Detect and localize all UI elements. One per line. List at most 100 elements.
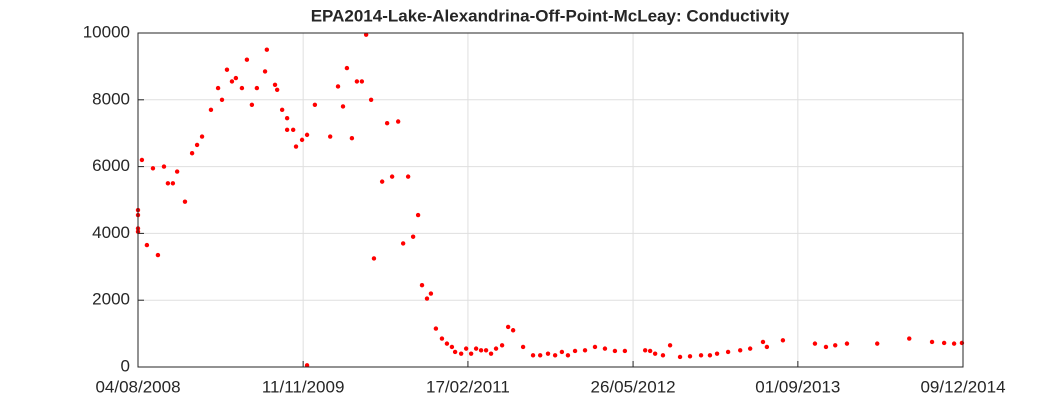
data-point	[428, 291, 434, 296]
data-point	[660, 353, 666, 358]
data-point	[707, 353, 713, 358]
data-point	[458, 351, 464, 356]
data-point	[602, 346, 608, 351]
data-point	[572, 348, 578, 354]
data-point	[951, 341, 957, 346]
data-point	[410, 234, 416, 239]
data-point	[844, 341, 850, 346]
data-point	[349, 136, 355, 141]
data-point	[823, 344, 829, 350]
data-point	[139, 157, 145, 163]
data-point	[592, 344, 598, 350]
data-point	[505, 324, 511, 330]
data-point	[384, 120, 390, 126]
data-point	[812, 341, 818, 346]
data-point	[747, 346, 753, 351]
y-tick-label: 6000	[92, 156, 130, 175]
data-point	[452, 349, 458, 355]
data-point	[312, 102, 318, 108]
data-point	[272, 82, 278, 87]
data-point	[468, 351, 474, 356]
data-point	[363, 32, 369, 37]
chart-title: EPA2014-Lake-Alexandrina-Off-Point-McLea…	[311, 6, 790, 25]
data-point	[144, 242, 150, 248]
data-point	[698, 353, 704, 358]
data-point	[405, 174, 411, 179]
data-point	[379, 179, 385, 184]
data-point	[170, 181, 176, 186]
data-point	[537, 353, 543, 358]
data-point	[150, 166, 156, 171]
data-point	[335, 84, 341, 89]
data-point	[647, 348, 653, 354]
data-point	[419, 282, 425, 288]
data-point	[473, 346, 479, 351]
data-point	[738, 348, 743, 353]
data-point	[279, 107, 285, 113]
data-point	[449, 344, 455, 350]
data-point	[182, 199, 188, 204]
data-point	[354, 79, 360, 84]
data-point	[463, 346, 469, 351]
data-point	[244, 57, 250, 62]
data-point	[389, 174, 395, 179]
data-point	[444, 341, 450, 346]
data-point	[344, 65, 350, 71]
data-point	[667, 343, 673, 348]
data-point	[433, 326, 439, 331]
data-point	[359, 79, 365, 84]
data-point	[929, 339, 935, 345]
points	[135, 32, 965, 368]
x-tick-label: 04/08/2008	[95, 377, 180, 396]
data-point	[642, 348, 648, 353]
data-point	[304, 132, 310, 138]
y-tick-label: 0	[121, 356, 130, 375]
data-point	[262, 69, 268, 74]
data-point	[194, 142, 200, 148]
data-point	[582, 348, 588, 353]
y-tick-label: 10000	[83, 22, 130, 41]
data-point	[284, 115, 290, 121]
x-tick-label: 17/02/2011	[426, 377, 510, 396]
data-point	[493, 346, 499, 351]
data-point	[415, 212, 421, 218]
data-point	[545, 351, 551, 356]
data-point	[208, 107, 214, 113]
data-point	[520, 344, 526, 350]
data-point	[165, 181, 171, 186]
data-point	[155, 252, 161, 258]
data-point	[652, 351, 658, 356]
data-point	[510, 328, 516, 333]
data-point	[875, 341, 880, 346]
plot-area	[138, 33, 963, 367]
data-point	[559, 349, 565, 355]
data-point	[219, 97, 225, 103]
data-point	[371, 256, 377, 261]
data-point	[299, 137, 305, 143]
x-tick-label: 26/05/2012	[591, 377, 676, 396]
x-tick-label: 01/09/2013	[755, 377, 840, 396]
data-point	[395, 119, 401, 124]
data-point	[612, 348, 618, 354]
data-point	[424, 296, 430, 301]
data-point	[290, 127, 296, 133]
data-point	[833, 343, 838, 348]
data-point	[199, 134, 205, 139]
data-point	[293, 144, 299, 149]
data-point	[725, 349, 731, 355]
data-point	[327, 134, 333, 139]
data-point	[687, 354, 693, 359]
data-point	[488, 351, 494, 356]
plot-frame	[137, 32, 964, 368]
data-point	[677, 354, 683, 360]
data-point	[340, 104, 346, 109]
data-point	[274, 87, 280, 92]
data-point	[249, 102, 255, 108]
data-point	[229, 79, 235, 84]
y-tick-label: 2000	[92, 290, 130, 309]
data-point	[565, 353, 571, 358]
data-point	[400, 241, 406, 246]
data-point	[161, 164, 167, 169]
data-point	[439, 336, 445, 341]
